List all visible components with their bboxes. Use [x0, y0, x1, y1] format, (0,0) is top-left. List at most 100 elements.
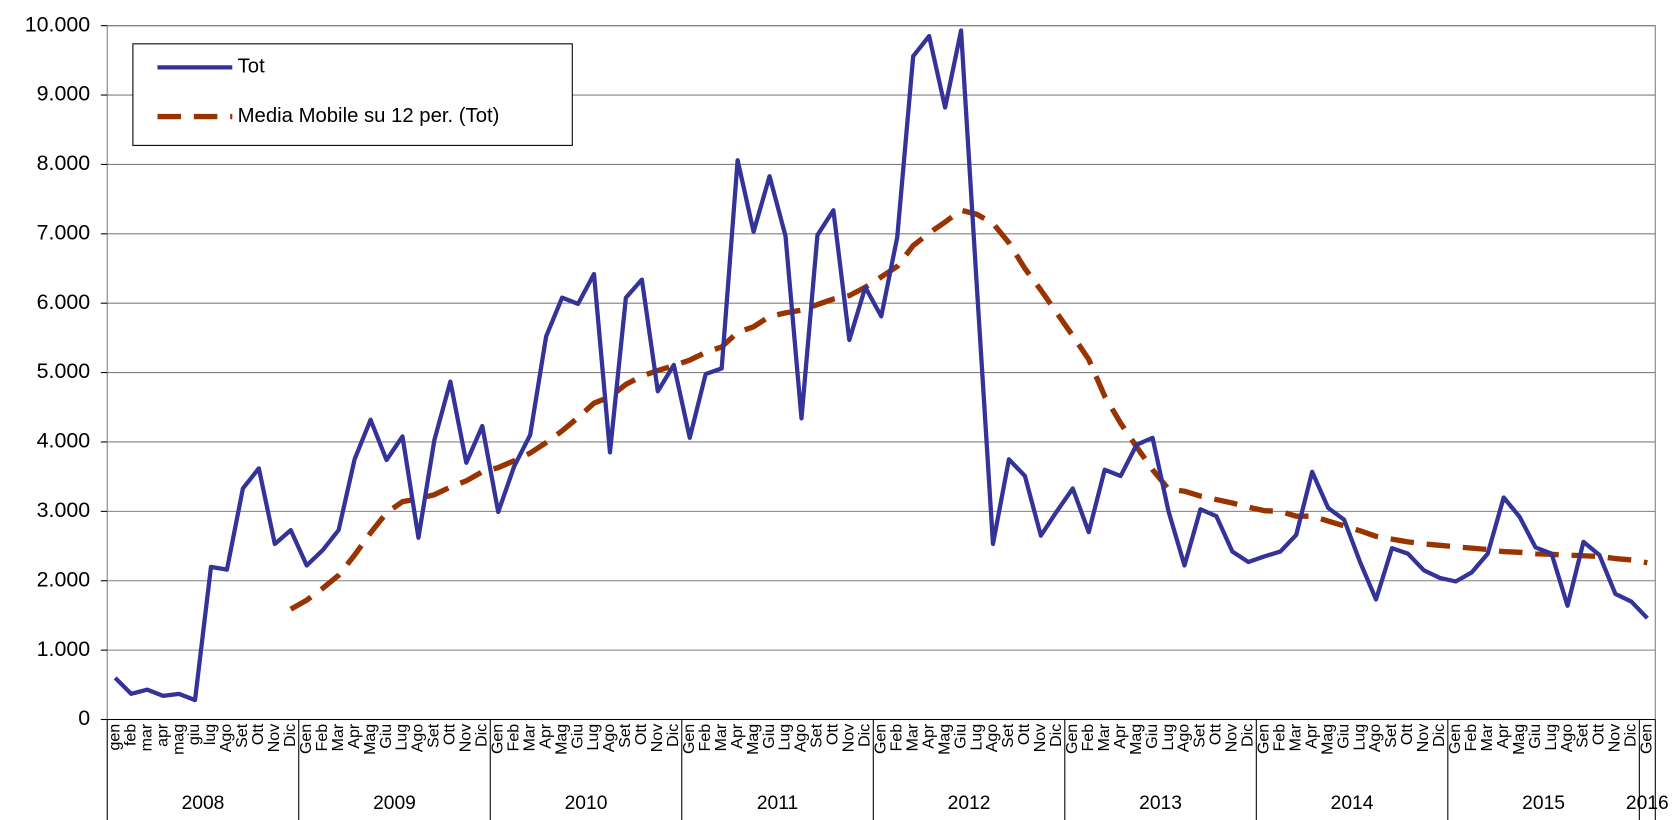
- x-tick-label: Apr: [345, 723, 363, 749]
- y-tick-label: 9.000: [37, 82, 91, 106]
- x-tick-label: Mag: [744, 724, 762, 755]
- x-group-label: 2009: [373, 793, 416, 814]
- legend-label: Tot: [238, 56, 265, 78]
- x-tick-label: Dic: [281, 724, 299, 747]
- x-group-label: 2008: [182, 793, 225, 814]
- x-tick-label: Nov: [457, 724, 475, 752]
- x-tick-label: mag: [169, 724, 187, 755]
- x-tick-label: Ott: [441, 723, 459, 745]
- x-tick-label: Giu: [1526, 724, 1544, 749]
- y-tick-label: 7.000: [37, 220, 91, 244]
- x-group-label: 2013: [1139, 793, 1182, 814]
- x-tick-label: Nov: [1031, 724, 1049, 752]
- x-tick-label: Mar: [520, 723, 538, 751]
- y-tick-label: 3.000: [37, 498, 91, 522]
- x-tick-label: Feb: [1270, 724, 1288, 752]
- x-group-label: 2015: [1522, 793, 1565, 814]
- x-tick-label: Dic: [856, 724, 874, 747]
- x-tick-label: Ago: [983, 724, 1001, 753]
- x-tick-label: Gen: [1446, 724, 1464, 754]
- x-tick-label: Mar: [903, 723, 921, 751]
- y-tick-label: 10.000: [25, 12, 90, 36]
- x-tick-label: Set: [1382, 723, 1400, 748]
- x-tick-label: feb: [121, 724, 139, 746]
- y-tick-label: 4.000: [37, 429, 91, 453]
- x-tick-label: Mar: [1286, 723, 1304, 751]
- x-tick-label: Dic: [1430, 724, 1448, 747]
- x-tick-label: Nov: [1606, 724, 1624, 752]
- x-tick-label: Ott: [1207, 723, 1225, 745]
- x-tick-label: Gen: [488, 724, 506, 754]
- x-tick-label: Lug: [584, 724, 602, 751]
- x-tick-label: Dic: [1622, 724, 1640, 747]
- x-group-label: 2016: [1626, 793, 1669, 814]
- x-tick-label: Feb: [313, 724, 331, 752]
- x-tick-label: Giu: [568, 724, 586, 749]
- x-tick-label: Feb: [1079, 724, 1097, 752]
- x-tick-label: Lug: [776, 724, 794, 751]
- x-tick-label: Apr: [919, 723, 937, 749]
- x-tick-label: Giu: [760, 724, 778, 749]
- x-tick-label: Ott: [249, 723, 267, 745]
- x-tick-label: Set: [425, 723, 443, 748]
- x-tick-label: Feb: [1462, 724, 1480, 752]
- x-tick-label: mar: [137, 723, 155, 751]
- x-tick-label: Gen: [871, 724, 889, 754]
- x-tick-label: Apr: [536, 723, 554, 749]
- x-tick-label: Set: [999, 723, 1017, 748]
- x-tick-label: Ott: [632, 723, 650, 745]
- x-tick-label: Gen: [1638, 724, 1656, 754]
- series-line: [113, 28, 1649, 703]
- x-tick-label: Giu: [377, 724, 395, 749]
- x-tick-label: Giu: [1143, 724, 1161, 749]
- x-tick-label: Mag: [1510, 724, 1528, 755]
- x-tick-label: Ago: [217, 724, 235, 753]
- x-tick-label: Gen: [1063, 724, 1081, 754]
- x-tick-label: Lug: [967, 724, 985, 751]
- x-tick-label: apr: [153, 723, 171, 747]
- x-tick-label: Giu: [1334, 724, 1352, 749]
- y-tick-label: 5.000: [37, 359, 91, 383]
- x-tick-label: Ago: [1175, 724, 1193, 753]
- x-tick-label: Ott: [1398, 723, 1416, 745]
- x-tick-label: Nov: [648, 724, 666, 752]
- series-line: [289, 207, 1648, 612]
- x-tick-label: Mag: [1318, 724, 1336, 755]
- x-tick-label: Set: [616, 723, 634, 748]
- x-tick-label: Ago: [600, 724, 618, 753]
- x-tick-label: Lug: [1542, 724, 1560, 751]
- x-tick-label: Ott: [1590, 723, 1608, 745]
- x-tick-label: Mag: [552, 724, 570, 755]
- y-tick-label: 1.000: [37, 637, 91, 661]
- x-tick-label: Dic: [473, 724, 491, 747]
- x-tick-label: Lug: [1159, 724, 1177, 751]
- x-group-label: 2011: [757, 793, 798, 814]
- x-tick-label: Set: [233, 723, 251, 748]
- x-tick-label: Feb: [887, 724, 905, 752]
- x-group-label: 2012: [948, 793, 991, 814]
- x-tick-label: Nov: [840, 724, 858, 752]
- y-tick-label: 0: [78, 706, 90, 730]
- x-tick-label: Ago: [1366, 724, 1384, 753]
- x-tick-label: Set: [1191, 723, 1209, 748]
- x-tick-label: Ago: [792, 724, 810, 753]
- x-tick-label: Nov: [265, 724, 283, 752]
- x-tick-label: Dic: [664, 724, 682, 747]
- y-tick-label: 2.000: [37, 567, 91, 591]
- x-tick-label: Mag: [1127, 724, 1145, 755]
- x-tick-label: Gen: [680, 724, 698, 754]
- x-tick-label: Set: [808, 723, 826, 748]
- x-group-label: 2010: [565, 793, 608, 814]
- x-tick-label: Ott: [1015, 723, 1033, 745]
- x-tick-label: Mar: [712, 723, 730, 751]
- x-tick-label: Apr: [1111, 723, 1129, 749]
- x-tick-label: Apr: [1302, 723, 1320, 749]
- x-tick-label: Ott: [824, 723, 842, 745]
- x-tick-label: Lug: [1350, 724, 1368, 751]
- x-tick-label: Nov: [1414, 724, 1432, 752]
- legend-box: [132, 43, 573, 146]
- x-tick-label: Nov: [1223, 724, 1241, 752]
- x-tick-label: Dic: [1047, 724, 1065, 747]
- x-tick-label: Ago: [409, 724, 427, 753]
